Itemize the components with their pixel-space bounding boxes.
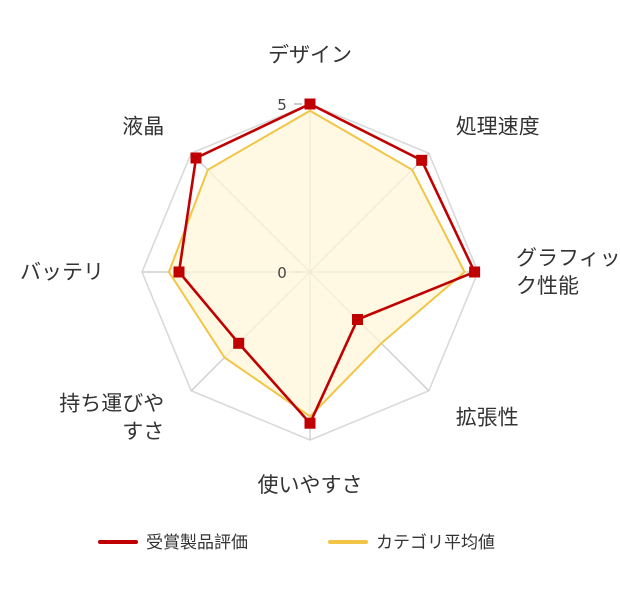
axis-label-line: バッテリ bbox=[20, 260, 104, 284]
axis-label-line: 持ち運びや bbox=[59, 392, 164, 416]
axis-label-line: 拡張性 bbox=[456, 406, 519, 430]
axis-label: 拡張性 bbox=[456, 406, 519, 430]
axis-label-line: 処理速度 bbox=[456, 114, 540, 138]
tick-label: 0 bbox=[277, 264, 287, 282]
axis-label: 持ち運びやすさ bbox=[59, 392, 164, 444]
series-lines bbox=[167, 98, 481, 429]
legend: 受賞製品評価 カテゴリ平均値 bbox=[98, 532, 495, 553]
axis-label-line: デザイン bbox=[268, 43, 352, 67]
axis-label: バッテリ bbox=[20, 260, 104, 284]
axis-label-line: グラフィッ bbox=[516, 246, 620, 270]
axis-label: 液晶 bbox=[122, 114, 164, 138]
data-point-award bbox=[304, 417, 316, 429]
axis-label: デザイン bbox=[268, 43, 352, 67]
series-line-average bbox=[167, 109, 466, 418]
tick-labels: 05 bbox=[277, 96, 287, 282]
data-point-award bbox=[352, 314, 363, 325]
data-point-award bbox=[416, 154, 428, 166]
data-point-award bbox=[304, 98, 316, 110]
axis-label: 処理速度 bbox=[456, 114, 540, 138]
axis-label-line: すさ bbox=[122, 420, 164, 444]
axis-label: 使いやすさ bbox=[258, 473, 363, 497]
axis-label-line: ク性能 bbox=[516, 274, 579, 298]
data-point-award bbox=[190, 152, 202, 164]
axis-label: グラフィック性能 bbox=[516, 246, 620, 298]
data-point-award bbox=[469, 266, 481, 278]
data-point-award bbox=[173, 266, 185, 278]
axis-label-line: 使いやすさ bbox=[258, 473, 363, 497]
legend-label: 受賞製品評価 bbox=[146, 533, 248, 553]
axis-label-line: 液晶 bbox=[122, 114, 164, 138]
data-point-award bbox=[233, 337, 245, 349]
legend-label: カテゴリ平均値 bbox=[376, 532, 495, 553]
tick-label: 5 bbox=[277, 96, 287, 114]
